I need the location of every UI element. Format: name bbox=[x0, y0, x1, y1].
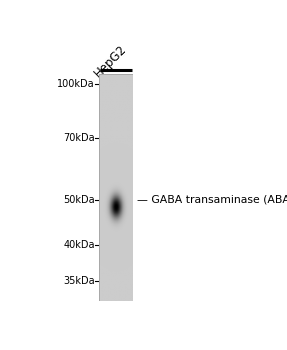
Text: 70kDa: 70kDa bbox=[63, 133, 95, 143]
Text: HepG2: HepG2 bbox=[92, 43, 130, 80]
Text: 35kDa: 35kDa bbox=[63, 275, 95, 286]
Text: 100kDa: 100kDa bbox=[57, 79, 95, 89]
Text: — GABA transaminase (ABAT): — GABA transaminase (ABAT) bbox=[137, 195, 287, 205]
Text: 40kDa: 40kDa bbox=[63, 240, 95, 251]
Text: 50kDa: 50kDa bbox=[63, 195, 95, 205]
